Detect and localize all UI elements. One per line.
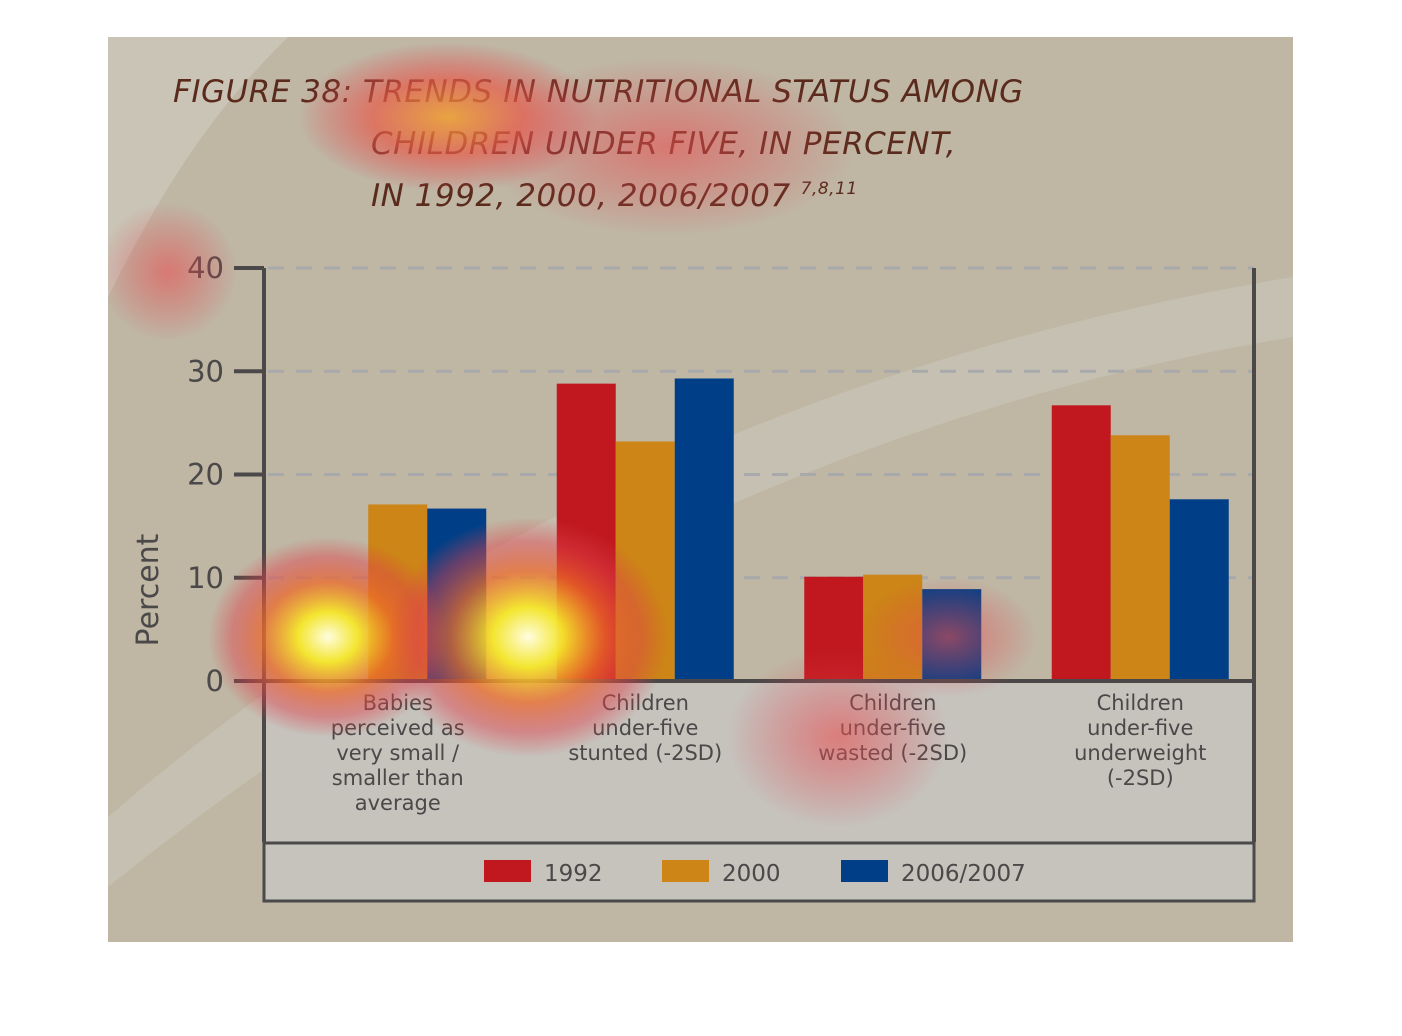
x-category-label: smaller than [332, 766, 464, 790]
legend-box [262, 841, 1256, 903]
heatmap-blob [108, 202, 238, 342]
legend-label: 2000 [722, 861, 781, 887]
heatmap-blob [208, 537, 448, 737]
y-tick-label: 30 [187, 354, 224, 388]
background-swoosh [108, 37, 288, 297]
heatmap-blob [858, 577, 1038, 697]
x-category-label: underweight [1074, 741, 1206, 765]
legend-swatch-1992 [484, 860, 531, 882]
y-tick-label: 10 [187, 561, 224, 595]
x-category-label: very small / [336, 741, 460, 765]
y-tick-label: 20 [187, 458, 224, 492]
background-swoosh [108, 277, 1293, 887]
x-category-label: stunted (-2SD) [568, 741, 722, 765]
legend-label: 1992 [544, 861, 603, 887]
legend-swatch-2006-2007 [841, 860, 888, 882]
bar-1992-3 [1051, 405, 1111, 681]
legend-label: 2006/2007 [901, 861, 1026, 887]
heatmap-blob [728, 647, 948, 827]
x-category-label: Children [1097, 691, 1184, 715]
bar-2006-2007-3 [1169, 499, 1229, 681]
figure-panel: FIGURE 38: TRENDS IN NUTRITIONAL STATUS … [108, 37, 1293, 942]
bar-2000-3 [1110, 435, 1170, 681]
heatmap-blob [478, 57, 858, 237]
x-category-label: under-five [1087, 716, 1193, 740]
y-axis-title: Percent [131, 533, 166, 646]
legend-swatch-2000 [662, 860, 709, 882]
heatmap-blob [388, 517, 668, 757]
bar-2006-2007-1 [674, 378, 734, 681]
chart: FIGURE 38: TRENDS IN NUTRITIONAL STATUS … [108, 37, 1293, 903]
x-category-label: (-2SD) [1107, 766, 1174, 790]
heatmap-overlay [108, 42, 1038, 827]
x-category-label: average [355, 791, 441, 815]
